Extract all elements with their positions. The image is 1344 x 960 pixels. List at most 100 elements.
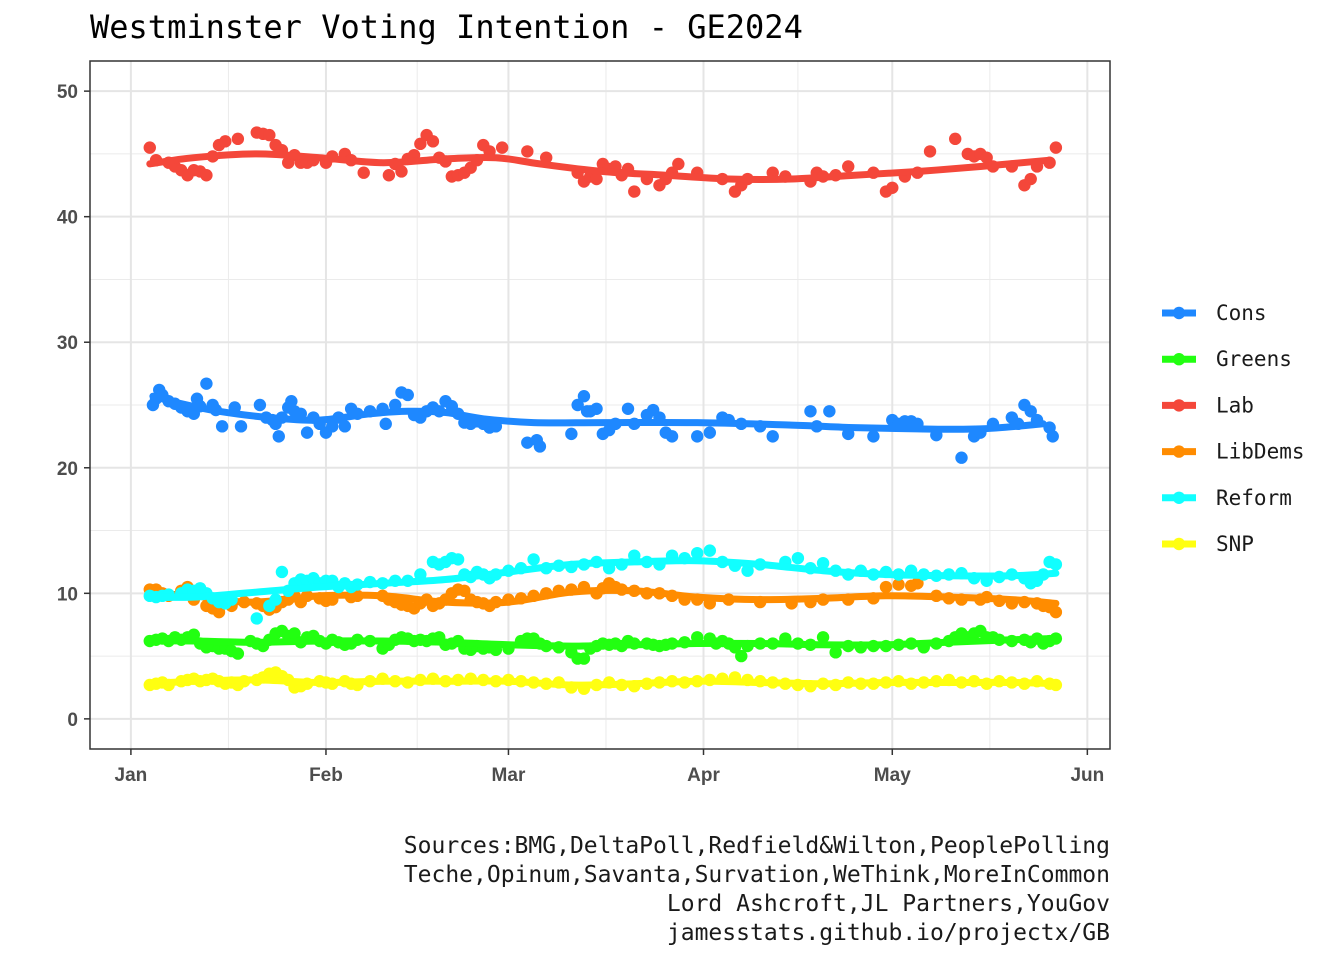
reform-point xyxy=(1049,558,1063,571)
cons-point xyxy=(703,426,717,439)
greens-point xyxy=(231,647,245,660)
series-greens xyxy=(143,624,1063,665)
greens-point xyxy=(288,627,301,640)
chart-title: Westminster Voting Intention - GE2024 xyxy=(90,8,803,46)
lab-point xyxy=(1024,172,1037,186)
cons-point xyxy=(285,395,298,408)
x-tick-label: Feb xyxy=(309,765,343,786)
legend-item-reform: Reform xyxy=(1162,486,1292,510)
cons-point xyxy=(338,420,352,433)
cons-point xyxy=(577,390,591,403)
cons-point xyxy=(867,430,880,443)
cons-point xyxy=(379,417,392,431)
reform-point xyxy=(527,553,540,566)
legend-item-greens: Greens xyxy=(1162,347,1292,371)
reform-point xyxy=(451,553,465,566)
series-lab xyxy=(143,126,1063,198)
series-snp xyxy=(143,666,1063,695)
y-tick-label: 20 xyxy=(57,459,78,480)
y-tick-label: 10 xyxy=(57,584,78,605)
lab-point xyxy=(539,151,553,164)
cons-point xyxy=(621,402,635,415)
legend-key-point xyxy=(1172,399,1186,412)
legend-label: Greens xyxy=(1216,347,1292,371)
caption: Sources:BMG,DeltaPoll,Redfield&Wilton,Pe… xyxy=(404,833,1110,946)
y-tick-label: 50 xyxy=(57,82,78,103)
cons-point xyxy=(533,440,547,453)
lab-trend-line xyxy=(146,150,1054,183)
caption-line: Lord Ashcroft,JL Partners,YouGov xyxy=(667,891,1110,917)
plot-panel: 0 10 20 30 40 50 Jan Feb Mar Apr May Jun xyxy=(57,60,1111,786)
cons-point xyxy=(253,398,267,412)
cons-point xyxy=(665,430,679,443)
reform-point xyxy=(275,565,289,579)
greens-point xyxy=(735,649,748,663)
lab-point xyxy=(263,128,276,142)
cons-point xyxy=(272,430,285,443)
lab-point xyxy=(949,132,962,146)
lab-point xyxy=(672,157,685,171)
cons-point xyxy=(326,420,339,433)
cons-point xyxy=(234,420,248,433)
reform-point xyxy=(741,564,754,577)
legend-label: SNP xyxy=(1216,532,1254,556)
x-tick-label: May xyxy=(874,765,911,786)
reform-point xyxy=(691,546,704,560)
y-tick-label: 40 xyxy=(57,208,78,229)
lab-point xyxy=(923,145,937,158)
snp-trend-line xyxy=(146,676,1060,689)
cons-point xyxy=(590,402,603,415)
legend-key-point xyxy=(1172,353,1186,366)
legend-key-point xyxy=(1172,445,1186,458)
lab-point xyxy=(357,166,370,179)
cons-point xyxy=(766,430,779,443)
libdems-point xyxy=(212,605,226,619)
cons-point xyxy=(804,405,817,418)
x-tick-label: Apr xyxy=(687,765,720,786)
y-tick-label: 0 xyxy=(67,710,78,731)
libdems-point xyxy=(892,578,905,591)
panel-border xyxy=(89,60,1111,750)
libdems-point xyxy=(458,584,471,598)
lab-point xyxy=(382,169,396,182)
legend-item-snp: SNP xyxy=(1162,532,1254,556)
cons-point xyxy=(691,430,704,443)
x-tick-label: Jan xyxy=(115,765,148,786)
libdems-point xyxy=(911,577,924,590)
cons-trend-line xyxy=(149,392,1047,433)
cons-point xyxy=(521,436,534,449)
series-reform xyxy=(143,544,1063,625)
lab-point xyxy=(886,181,899,195)
legend-item-cons: Cons xyxy=(1162,301,1267,325)
lab-point xyxy=(521,145,534,158)
libdems-point xyxy=(879,580,893,594)
greens-point xyxy=(829,646,842,659)
reform-point xyxy=(791,551,805,565)
legend-key-point xyxy=(1172,537,1186,551)
lab-point xyxy=(414,137,427,151)
lab-point xyxy=(628,185,641,198)
legend-item-lab: Lab xyxy=(1162,393,1254,417)
lab-point xyxy=(231,132,245,146)
greens-trend-line xyxy=(146,635,1060,650)
lab-point xyxy=(219,135,232,148)
lab-point xyxy=(200,169,213,182)
reform-point xyxy=(816,556,830,570)
cons-point xyxy=(401,388,414,402)
cons-point xyxy=(1046,430,1059,443)
legend-key-point xyxy=(1172,491,1186,504)
reform-trend-line xyxy=(146,557,1060,601)
legend-key-point xyxy=(1172,306,1186,320)
lab-point xyxy=(495,141,509,154)
legend-label: Lab xyxy=(1216,393,1254,417)
y-tick-label: 30 xyxy=(57,333,78,354)
cons-point xyxy=(388,398,402,412)
lab-point xyxy=(590,172,603,186)
caption-line: Teche,Opinum,Savanta,Survation,WeThink,M… xyxy=(404,862,1110,888)
lab-point xyxy=(842,160,855,173)
lab-point xyxy=(143,141,156,154)
legend-label: Cons xyxy=(1216,301,1267,325)
x-tick-label: Jun xyxy=(1070,765,1104,786)
lab-point xyxy=(395,165,408,178)
lab-point xyxy=(766,166,779,179)
